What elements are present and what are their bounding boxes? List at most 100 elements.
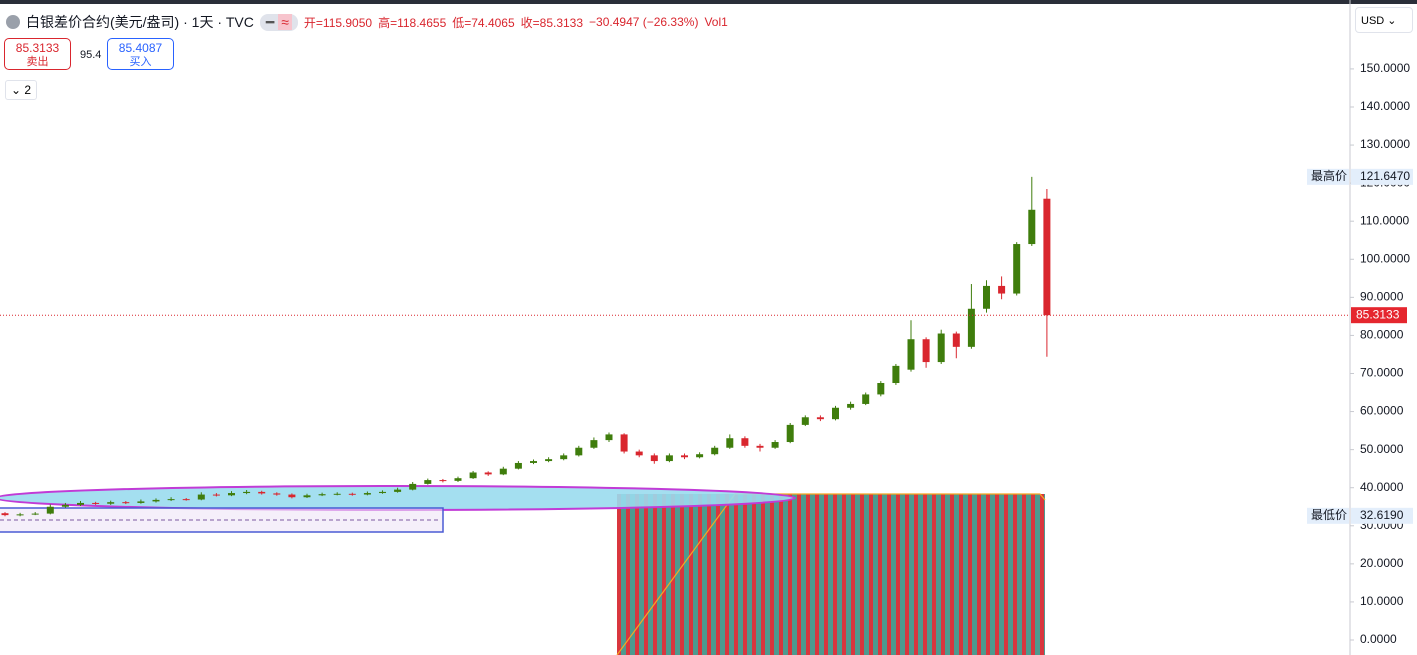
candle-body xyxy=(228,493,235,496)
change: −30.4947 (−26.33%) xyxy=(589,15,699,29)
spread: 95.4 xyxy=(80,49,102,61)
last-price-box xyxy=(1351,307,1407,324)
marker-name-box xyxy=(1307,507,1349,524)
candle-body xyxy=(273,493,281,495)
buy-button[interactable]: 85.4087 买入 xyxy=(107,38,174,70)
candle-body xyxy=(1043,198,1051,316)
marker-value-box xyxy=(1351,507,1413,524)
candle-body xyxy=(243,491,251,494)
candle-body xyxy=(681,455,688,458)
y-tick-label: 110.0000 xyxy=(1360,213,1409,227)
collapse-count: 2 xyxy=(24,83,32,97)
candle-body xyxy=(983,285,990,309)
y-tick-label: 10.0000 xyxy=(1360,594,1404,608)
candle-body xyxy=(877,383,885,395)
y-tick-label: 40.0000 xyxy=(1360,480,1404,494)
candle-body xyxy=(711,447,719,455)
candle-body xyxy=(847,403,855,408)
indicator[interactable]: Vol1 xyxy=(704,15,728,29)
candle-body xyxy=(756,445,764,448)
toggle[interactable]: ━ ≈ xyxy=(259,13,298,31)
header: 白银差价合约(美元/盎司) · 1天 · TVC ━ ≈ 开=115.9050 … xyxy=(6,12,728,32)
sell-button[interactable]: 85.3133 卖出 xyxy=(4,38,71,70)
y-tick-label: 140.0000 xyxy=(1360,99,1410,113)
candle-body xyxy=(665,455,673,462)
y-tick-label: 100.0000 xyxy=(1360,251,1410,265)
candle-body xyxy=(409,483,417,490)
candle-body xyxy=(439,480,447,482)
collapse-button[interactable]: ⌄ 2 xyxy=(5,80,37,100)
candle-body xyxy=(469,472,477,479)
candle-body xyxy=(1013,244,1021,294)
candle-body xyxy=(92,502,100,504)
volume-ma xyxy=(616,493,1046,655)
last-price-label: 85.3133 xyxy=(1356,307,1400,321)
candle-body xyxy=(741,438,749,446)
candle-body xyxy=(107,502,115,504)
candle-body xyxy=(46,506,54,514)
y-tick-label: 70.0000 xyxy=(1360,366,1404,380)
candle-body xyxy=(832,407,839,420)
candle-body xyxy=(258,491,266,494)
candle-body xyxy=(545,459,553,462)
candle-body xyxy=(212,494,220,496)
candle-body xyxy=(16,514,24,516)
marker-value: 121.6470 xyxy=(1360,169,1410,183)
icon xyxy=(6,15,20,29)
candle-body xyxy=(122,502,130,504)
candle-body xyxy=(786,424,794,443)
candle-body xyxy=(952,333,960,347)
close: 收=85.3133 xyxy=(520,15,584,30)
high: 高=118.4655 xyxy=(378,15,447,30)
low: 低=74.4065 xyxy=(452,15,515,30)
currency-select[interactable]: USD ⌄ xyxy=(1355,7,1413,33)
candle-body xyxy=(379,491,386,494)
top-bar xyxy=(0,0,1417,4)
candle-body xyxy=(862,394,870,404)
sell-price: 85.3133 xyxy=(15,41,60,55)
candle-body xyxy=(499,468,507,475)
candle-body xyxy=(635,451,643,456)
candle-body xyxy=(771,442,779,448)
candle-body xyxy=(333,493,341,495)
candle-body xyxy=(454,478,462,481)
y-tick-label: 60.0000 xyxy=(1360,404,1404,418)
y-tick-label: 50.0000 xyxy=(1360,442,1404,456)
candle-body xyxy=(167,499,175,501)
candle-body xyxy=(484,472,492,475)
candle-body xyxy=(424,480,432,484)
y-tick-label: 20.0000 xyxy=(1360,556,1404,570)
candle-body xyxy=(182,499,190,501)
candle-body xyxy=(61,504,69,507)
candle-body xyxy=(922,339,930,363)
open: 开=115.9050 xyxy=(303,15,373,30)
candle-body xyxy=(907,339,915,370)
buy-label: 买入 xyxy=(129,56,152,68)
candle-body xyxy=(514,462,522,469)
y-tick-label: 150.0000 xyxy=(1360,61,1410,75)
candle-body xyxy=(197,494,205,500)
candle-body xyxy=(363,493,371,495)
candle-body xyxy=(726,438,734,448)
candle-body xyxy=(31,513,39,515)
candle-body xyxy=(288,494,296,498)
volume-bars xyxy=(617,494,1045,655)
candle-body xyxy=(394,489,402,492)
candle-body xyxy=(590,440,598,448)
marker-value-box xyxy=(1351,168,1413,185)
candle-body xyxy=(892,365,900,384)
buy-price: 85.4087 xyxy=(118,41,163,55)
symbol[interactable]: 白银差价合约(美元/盎司) · 1天 · TVC xyxy=(26,14,254,30)
candle-body xyxy=(152,499,160,502)
candle-body xyxy=(650,455,658,462)
candle-body xyxy=(801,417,809,425)
currency: USD xyxy=(1361,15,1385,27)
candle-body xyxy=(998,285,1006,294)
marker-name-box xyxy=(1307,168,1349,185)
y-tick-label: 90.0000 xyxy=(1360,290,1404,304)
candle-body xyxy=(816,417,824,420)
sell-label: 卖出 xyxy=(26,56,49,68)
y-tick-label: 130.0000 xyxy=(1360,137,1410,151)
